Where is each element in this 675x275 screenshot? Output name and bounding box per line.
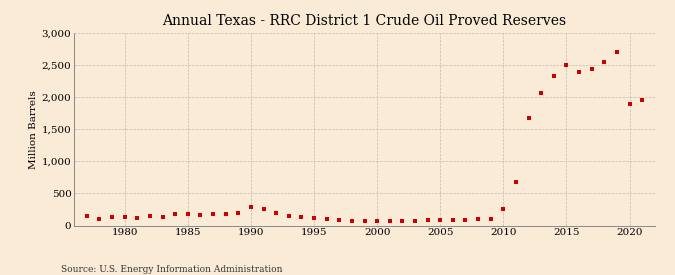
Point [220,211,231,216]
Point [510,180,521,184]
Point [397,219,408,223]
Point [284,213,294,218]
Point [195,213,206,218]
Point [334,218,345,222]
Point [612,50,622,54]
Point [170,212,181,216]
Point [296,215,307,219]
Point [536,91,547,95]
Title: Annual Texas - RRC District 1 Crude Oil Proved Reserves: Annual Texas - RRC District 1 Crude Oil … [163,14,566,28]
Point [132,216,142,220]
Point [435,218,446,222]
Point [359,219,370,224]
Point [246,204,256,209]
Point [587,67,597,71]
Point [144,213,155,218]
Point [410,218,421,223]
Point [485,217,496,222]
Point [384,218,395,223]
Point [271,211,281,215]
Point [422,218,433,222]
Point [119,215,130,219]
Point [574,69,585,74]
Point [472,217,483,221]
Y-axis label: Million Barrels: Million Barrels [28,90,38,169]
Point [599,60,610,64]
Point [258,207,269,211]
Point [460,218,471,222]
Text: Source: U.S. Energy Information Administration: Source: U.S. Energy Information Administ… [61,265,282,274]
Point [523,116,534,120]
Point [548,74,559,78]
Point [561,63,572,67]
Point [624,101,635,106]
Point [372,219,383,223]
Point [637,98,647,103]
Point [448,218,458,222]
Point [321,217,332,222]
Point [82,213,92,218]
Point [107,215,117,220]
Point [94,217,105,221]
Point [233,211,244,216]
Point [308,216,319,221]
Point [208,211,219,216]
Point [498,207,509,212]
Point [182,212,193,216]
Point [346,218,357,223]
Point [157,214,168,219]
